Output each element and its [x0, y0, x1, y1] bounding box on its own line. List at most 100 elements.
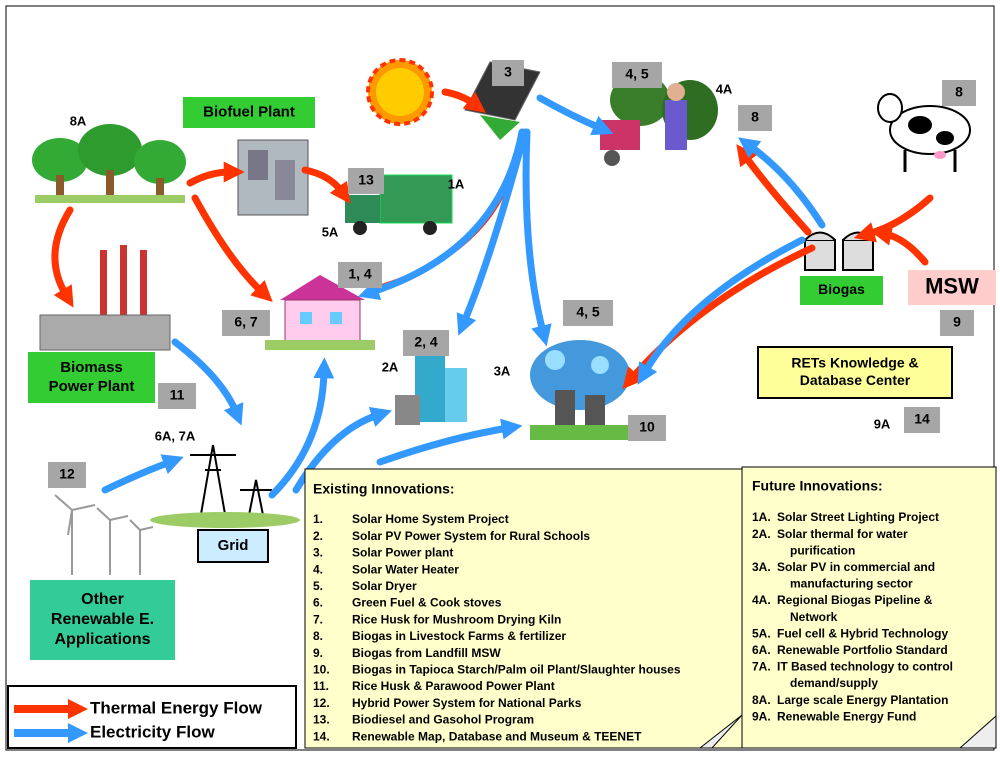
item-text: Biogas from Landfill MSW [352, 646, 501, 660]
item-text: Biodiesel and Gasohol Program [352, 713, 534, 727]
legend-label: Thermal Energy Flow [90, 698, 263, 717]
box-label: Other [81, 591, 124, 608]
box-label: Database Center [800, 372, 911, 388]
number-tag [403, 330, 449, 356]
number-tag [628, 415, 666, 441]
number-tag [222, 310, 270, 336]
number-tag [338, 262, 382, 288]
item-number: 1A. [752, 510, 771, 524]
legend-arrowhead [68, 723, 88, 743]
item-text: Solar PV Power System for Rural Schools [352, 529, 590, 543]
number-tag-label: 3 [504, 64, 512, 80]
item-text: Regional Biogas Pipeline & [777, 593, 933, 607]
item-text: Rice Husk & Parawood Power Plant [352, 679, 555, 693]
item-number: 1. [313, 512, 323, 526]
number-tag [158, 383, 196, 409]
item-text: Rice Husk for Mushroom Drying Kiln [352, 612, 561, 626]
number-tag [904, 407, 940, 433]
box-label: Renewable E. [51, 611, 154, 628]
item-text: Solar Power plant [352, 546, 453, 560]
item-number: 13. [313, 713, 330, 727]
number-tag-label: 13 [358, 172, 374, 188]
existing-title: Existing Innovations: [313, 481, 455, 497]
box-label: Biogas [818, 281, 865, 297]
item-number: 14. [313, 729, 330, 743]
label-box [757, 346, 953, 399]
item-number: 9A. [752, 709, 771, 723]
item-text: Solar Street Lighting Project [777, 510, 939, 524]
label-box [28, 352, 155, 403]
code-label: 5A [322, 224, 339, 239]
number-tag [348, 168, 384, 194]
item-text: Biogas in Tapioca Starch/Palm oil Plant/… [352, 662, 681, 676]
future-title: Future Innovations: [752, 478, 883, 494]
item-text: Solar PV in commercial and [777, 560, 935, 574]
item-text: Biogas in Livestock Farms & fertilizer [352, 629, 566, 643]
item-text: Solar Home System Project [352, 512, 509, 526]
legend-box [7, 685, 297, 749]
item-number: 11. [313, 679, 329, 693]
number-tag-label: 6, 7 [234, 314, 258, 330]
item-text: Large scale Energy Plantation [777, 693, 948, 707]
code-label: 2A [382, 359, 399, 374]
number-tag [942, 80, 976, 106]
number-tag-label: 4, 5 [625, 66, 649, 82]
label-box [908, 270, 996, 305]
number-tag-label: 14 [914, 411, 930, 427]
number-tag [492, 60, 524, 86]
code-label: 8A [70, 113, 87, 128]
code-label: 1A [448, 176, 465, 191]
item-text: Solar Water Heater [352, 562, 459, 576]
item-text: Solar thermal for water [777, 527, 908, 541]
item-number: 2A. [752, 527, 771, 541]
number-tag-label: 12 [59, 466, 75, 482]
number-tag-label: 2, 4 [414, 334, 438, 350]
item-number: 7A. [752, 660, 771, 674]
item-text: purification [790, 543, 855, 557]
box-label: Biofuel Plant [203, 103, 295, 120]
number-tag-label: 1, 4 [348, 266, 372, 282]
label-box [197, 529, 269, 563]
item-text: Hybrid Power System for National Parks [352, 696, 582, 710]
flows [51, 88, 934, 499]
number-tag-label: 8 [751, 109, 759, 125]
number-tag [612, 62, 662, 88]
item-text: Network [790, 610, 838, 624]
item-text: Renewable Energy Fund [777, 709, 916, 723]
item-number: 5A. [752, 626, 771, 640]
number-tag-label: 10 [639, 419, 655, 435]
code-label: 3A [494, 363, 511, 378]
number-tag [940, 310, 974, 336]
item-number: 8. [313, 629, 323, 643]
item-text: Renewable Map, Database and Museum & TEE… [352, 729, 642, 743]
item-text: demand/supply [790, 676, 878, 690]
number-tag-label: 9 [953, 314, 961, 330]
item-number: 5. [313, 579, 323, 593]
number-tag-label: 4, 5 [576, 304, 600, 320]
item-number: 3A. [752, 560, 771, 574]
item-number: 8A. [752, 693, 771, 707]
item-number: 9. [313, 646, 323, 660]
label-box [800, 276, 883, 305]
item-number: 3. [313, 546, 323, 560]
number-tag [563, 300, 613, 326]
box-label: MSW [925, 273, 979, 298]
item-number: 4. [313, 562, 323, 576]
notes: Existing Innovations: Future Innovations… [304, 466, 997, 749]
item-number: 7. [313, 612, 323, 626]
box-label: Power Plant [49, 378, 135, 395]
legend-label: Electricity Flow [90, 722, 215, 741]
legend-arrowhead [68, 699, 88, 719]
box-label: Biomass [60, 359, 123, 376]
item-text: Renewable Portfolio Standard [777, 643, 948, 657]
item-text: IT Based technology to control [777, 660, 953, 674]
item-number: 12. [313, 696, 330, 710]
future-box [741, 466, 997, 749]
code-label: 4A [716, 81, 733, 96]
item-number: 6. [313, 596, 323, 610]
number-tag-label: 11 [170, 387, 185, 403]
label-box [183, 97, 315, 128]
item-text: Green Fuel & Cook stoves [352, 596, 502, 610]
item-text: manufacturing sector [790, 577, 913, 591]
